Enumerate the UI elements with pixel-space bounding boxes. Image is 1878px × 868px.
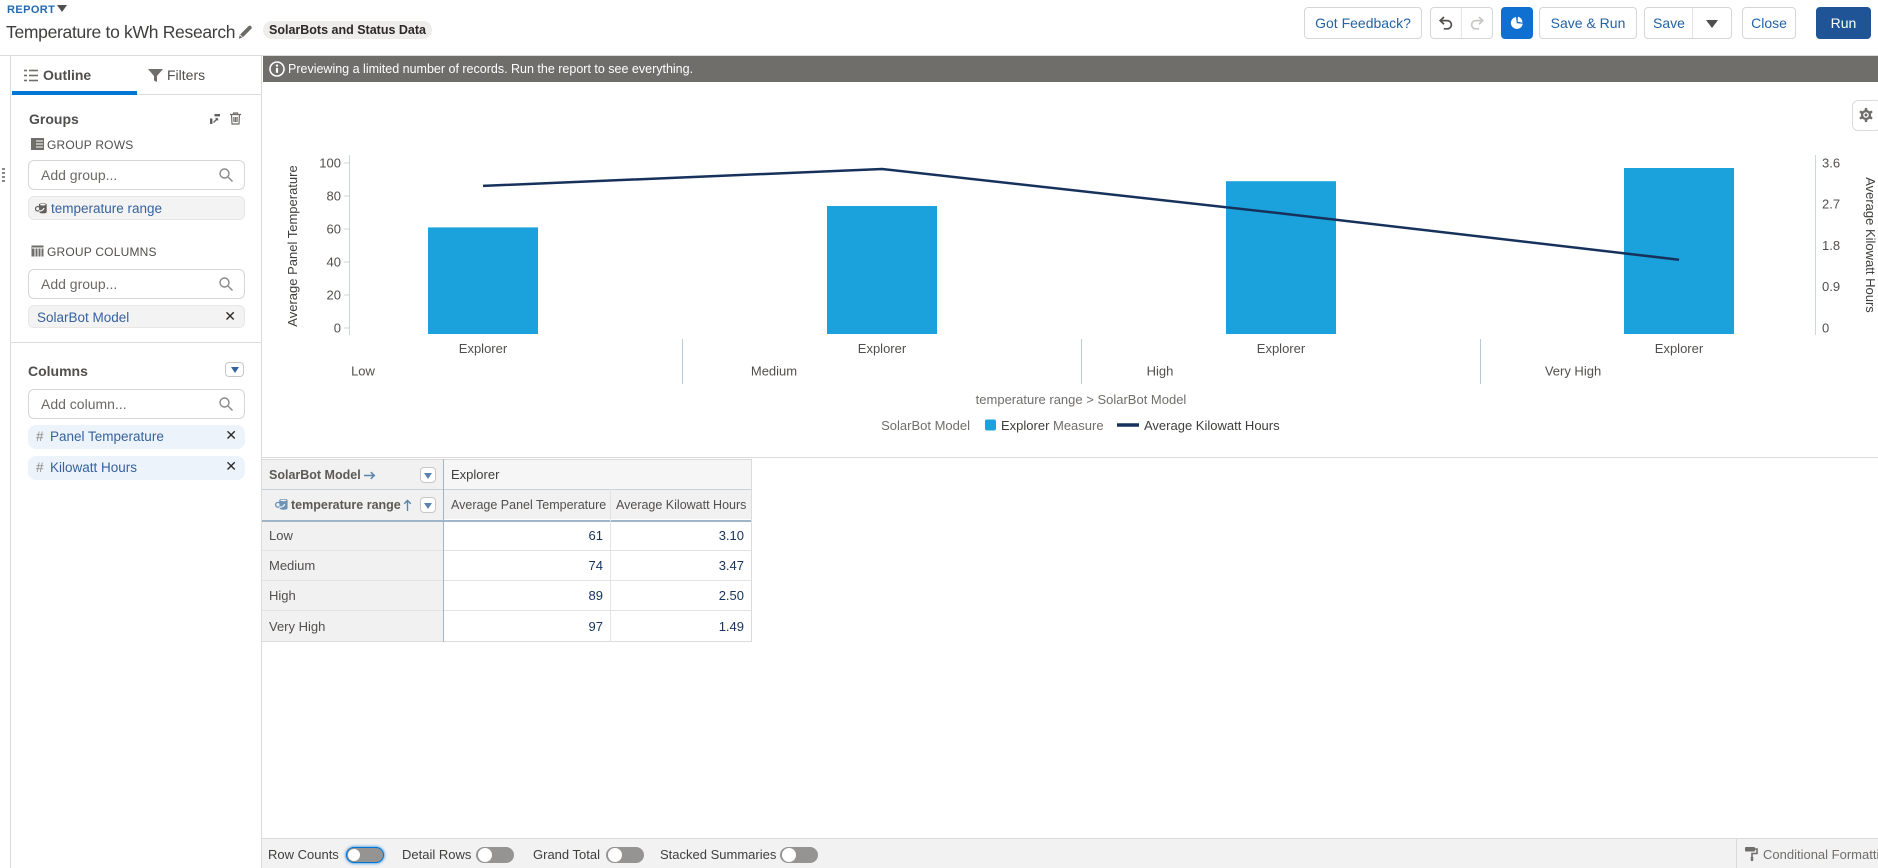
svg-text:3.6: 3.6	[1822, 156, 1840, 171]
svg-text:40: 40	[327, 255, 341, 270]
svg-text:Explorer: Explorer	[1655, 341, 1704, 356]
svg-text:Average Panel Temperature: Average Panel Temperature	[285, 165, 300, 326]
svg-text:Average Kilowatt Hours: Average Kilowatt Hours	[1144, 418, 1280, 433]
svg-text:0.9: 0.9	[1822, 279, 1840, 294]
svg-text:Average Kilowatt Hours: Average Kilowatt Hours	[1863, 177, 1878, 313]
svg-text:2.7: 2.7	[1822, 197, 1840, 212]
svg-text:Explorer: Explorer	[858, 341, 907, 356]
svg-text:Low: Low	[351, 364, 375, 379]
svg-text:Explorer: Explorer	[1257, 341, 1306, 356]
svg-text:60: 60	[327, 222, 341, 237]
svg-text:Medium: Medium	[751, 364, 797, 379]
svg-text:Very High: Very High	[1545, 364, 1601, 379]
svg-text:SolarBot Model: SolarBot Model	[881, 418, 970, 433]
svg-text:100: 100	[319, 156, 341, 171]
svg-text:Measure: Measure	[1053, 418, 1104, 433]
svg-text:Explorer: Explorer	[459, 341, 508, 356]
svg-text:20: 20	[327, 288, 341, 303]
svg-text:Explorer: Explorer	[1001, 418, 1050, 433]
svg-text:0: 0	[334, 321, 341, 336]
svg-text:temperature range > SolarBot M: temperature range > SolarBot Model	[976, 392, 1187, 407]
svg-text:High: High	[1147, 364, 1174, 379]
svg-text:0: 0	[1822, 321, 1829, 336]
svg-text:1.8: 1.8	[1822, 238, 1840, 253]
svg-text:80: 80	[327, 189, 341, 204]
